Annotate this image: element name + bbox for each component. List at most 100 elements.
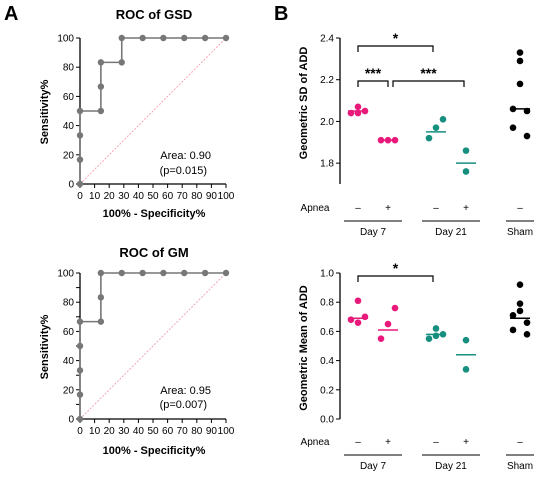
roc1-roc-point (160, 269, 167, 277)
dot3-apnea-sign: – (355, 437, 361, 448)
roc1-roc-point (76, 367, 84, 374)
significance-bracket (357, 275, 434, 282)
roc-gsd-chart: ROC of GSD Sensitivity% 100% - Specifici… (39, 7, 235, 220)
dot2-apnea-sign: – (517, 203, 523, 214)
roc1-xtick-label: 30 (118, 426, 130, 437)
dot2-apnea-sign: – (355, 203, 361, 214)
roc0-roc-point (118, 59, 125, 66)
dot2-data-point (354, 103, 362, 111)
roc-gm-xlabel: 100% - Specificity% (103, 445, 206, 457)
roc1-roc-point (201, 269, 209, 277)
roc1-xtick-label: 80 (191, 426, 203, 437)
roc1-ytick-label: 40 (63, 356, 75, 367)
dot3-data-point (425, 335, 433, 343)
roc0-xtick-label: 20 (104, 191, 116, 202)
dot2-data-point (509, 124, 517, 131)
roc-gsd-ylabel: Sensitivity% (39, 79, 51, 144)
roc1-roc-point (118, 269, 125, 277)
roc1-roc-point (76, 391, 84, 398)
roc-gm-pvalue: (p=0.007) (160, 399, 207, 411)
dot3-apnea-sign: – (433, 437, 439, 448)
dot3-data-point (384, 320, 392, 328)
dot2-ytick-label: 2.2 (320, 75, 334, 86)
dot3-group-label: Day 7 (360, 461, 387, 472)
roc-gm-ylabel: Sensitivity% (39, 314, 51, 379)
roc1-xtick-label: 100 (218, 426, 235, 437)
dot2-ytick-label: 2.0 (320, 117, 334, 128)
dot2-data-point (509, 105, 517, 113)
dot3-data-point (361, 313, 369, 321)
roc0-xtick-label: 10 (89, 191, 101, 202)
roc1-ytick-label: 60 (63, 327, 75, 338)
gsd-scatter-ylabel: Geometric SD of ADD (298, 47, 310, 160)
dot3-ytick-label: 0.6 (320, 327, 334, 338)
roc1-roc-point (76, 342, 84, 350)
significance-bracket (357, 80, 389, 87)
roc-gsd-pvalue: (p=0.015) (160, 165, 207, 177)
roc0-roc-point (76, 156, 84, 163)
roc0-roc-point (139, 34, 146, 42)
roc0-xtick-label: 40 (133, 191, 145, 202)
roc0-ytick-label: 0 (68, 180, 74, 191)
dot3-ytick-label: 0.0 (320, 415, 334, 426)
significance-label: *** (420, 65, 437, 81)
dot2-row-label: Apnea (301, 203, 330, 214)
dot3-data-point (354, 319, 362, 326)
dot3-data-point (377, 335, 385, 343)
roc1-roc-point (181, 269, 188, 277)
roc0-roc-point (97, 59, 105, 66)
dot3-data-point (391, 304, 399, 312)
roc0-xtick-label: 80 (191, 191, 203, 202)
dot2-group-label: Sham (507, 227, 533, 238)
roc1-xtick-label: 0 (77, 426, 83, 437)
significance-label: * (393, 30, 399, 46)
gm-scatter-ylabel: Geometric Mean of ADD (298, 285, 310, 411)
dot3-row-label: Apnea (301, 437, 330, 448)
roc0-xtick-label: 30 (118, 191, 130, 202)
dot3-apnea-sign: – (517, 437, 523, 448)
roc-gsd-title: ROC of GSD (116, 7, 193, 22)
dot2-data-point (516, 57, 524, 65)
roc0-xtick-label: 70 (177, 191, 189, 202)
dot3-data-point (523, 319, 531, 326)
dot3-data-point (509, 326, 517, 334)
roc0-roc-point (201, 34, 209, 42)
roc-gm-area: Area: 0.95 (160, 385, 211, 397)
roc0-ytick-label: 40 (63, 121, 75, 132)
dot3-data-point (516, 307, 524, 315)
dot3-data-point (347, 316, 355, 324)
roc-gm-chart: ROC of GM Sensitivity% 100% - Specificit… (39, 245, 235, 457)
dot3-data-point (439, 331, 447, 338)
dot2-group-label: Day 7 (360, 227, 387, 238)
roc1-xtick-label: 50 (147, 426, 159, 437)
dot2-data-point (462, 147, 470, 154)
roc0-roc-curve (79, 37, 226, 184)
dot2-data-point (347, 109, 355, 117)
roc0-roc-point (118, 34, 125, 42)
dot2-data-point (391, 136, 399, 144)
significance-label: *** (365, 65, 382, 81)
significance-label: * (393, 260, 399, 276)
roc0-roc-point (222, 34, 230, 42)
roc0-roc-point (97, 107, 105, 115)
roc0-roc-point (97, 83, 105, 90)
roc0-ytick-label: 80 (63, 63, 75, 74)
roc0-xtick-label: 50 (147, 191, 159, 202)
dot2-data-point (354, 109, 362, 117)
significance-bracket (392, 80, 465, 87)
dot2-data-point (516, 80, 524, 88)
dot3-data-point (354, 297, 362, 305)
dot2-ytick-label: 1.8 (320, 159, 334, 170)
dot3-group-label: Sham (507, 461, 533, 472)
dot3-data-point (516, 300, 524, 307)
roc1-xtick-label: 60 (162, 426, 174, 437)
roc1-reference-line (79, 272, 227, 420)
roc0-roc-point (160, 34, 167, 42)
dot3-apnea-sign: + (463, 437, 469, 448)
dot2-group-label: Day 21 (435, 227, 467, 238)
roc0-roc-point (76, 132, 84, 139)
roc0-xtick-label: 90 (206, 191, 218, 202)
dot2-apnea-sign: + (463, 203, 469, 214)
dot2-data-point (523, 107, 531, 115)
